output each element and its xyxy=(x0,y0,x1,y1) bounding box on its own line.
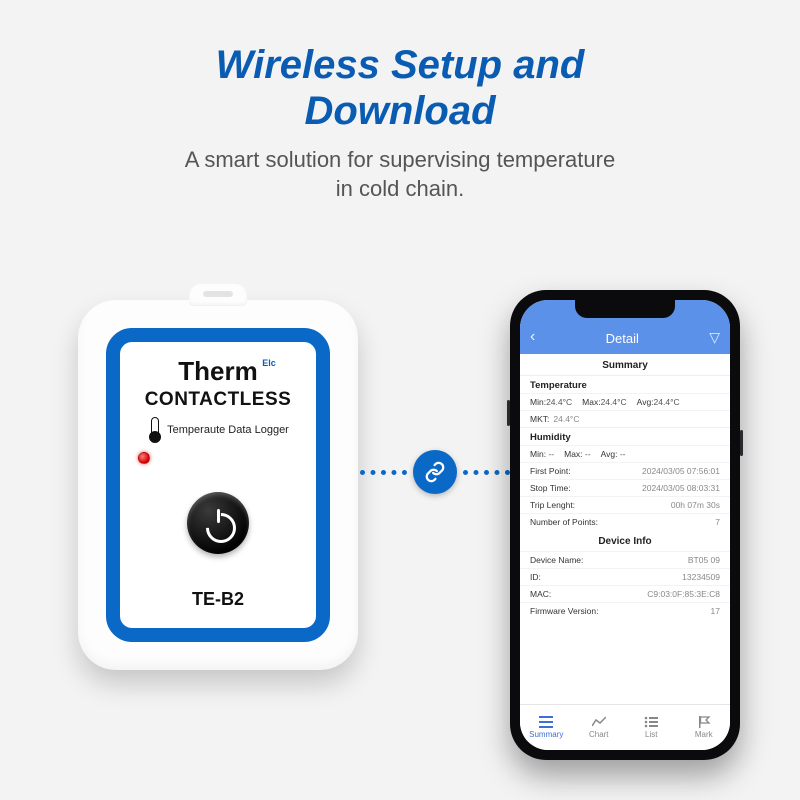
nav-chart[interactable]: Chart xyxy=(573,705,626,750)
phone-notch xyxy=(575,300,675,318)
filter-icon[interactable]: ▽ xyxy=(709,329,720,346)
summary-icon xyxy=(538,716,554,728)
nav-mark-label: Mark xyxy=(695,730,713,739)
temp-min-k: Min: xyxy=(530,397,546,407)
device-panel: Therm Elc CONTACTLESS Temperaute Data Lo… xyxy=(106,328,330,642)
device-hanger xyxy=(189,284,247,306)
trip-length-row: Trip Lenght: 00h 07m 30s xyxy=(520,496,730,513)
subhead-temperature: Temperature xyxy=(520,375,730,393)
device-id-v: 13234509 xyxy=(682,572,720,582)
temp-avg-v: 24.4°C xyxy=(654,397,680,407)
device-logger-label: Temperaute Data Logger xyxy=(167,424,289,436)
list-icon xyxy=(643,716,659,728)
connection-dots-left xyxy=(360,470,407,475)
stop-time-v: 2024/03/05 08:03:31 xyxy=(642,483,720,493)
device-contactless-label: CONTACTLESS xyxy=(120,389,316,411)
nav-list[interactable]: List xyxy=(625,705,678,750)
device-id-row: ID: 13234509 xyxy=(520,568,730,585)
connection-dots-right xyxy=(463,470,510,475)
device-led-row xyxy=(138,452,150,464)
num-points-v: 7 xyxy=(715,517,720,527)
device-fw-row: Firmware Version: 17 xyxy=(520,602,730,619)
stop-time-row: Stop Time: 2024/03/05 08:03:31 xyxy=(520,479,730,496)
back-icon[interactable]: ‹ xyxy=(530,328,535,346)
hum-max-v: -- xyxy=(585,449,591,459)
device-mac-row: MAC: C9:03:0F:85:3E:C8 xyxy=(520,585,730,602)
wireless-connection xyxy=(360,450,510,494)
subhead-humidity: Humidity xyxy=(520,427,730,445)
nav-summary-label: Summary xyxy=(529,730,563,739)
hum-max-k: Max: xyxy=(564,449,582,459)
header-title: Detail xyxy=(606,331,639,346)
title-line1: Wireless Setup and xyxy=(216,43,585,87)
first-point-row: First Point: 2024/03/05 07:56:01 xyxy=(520,462,730,479)
nav-list-label: List xyxy=(645,730,657,739)
temp-max-v: 24.4°C xyxy=(601,397,627,407)
first-point-k: First Point: xyxy=(530,466,571,476)
first-point-v: 2024/03/05 07:56:01 xyxy=(642,466,720,476)
temp-mkt-k: MKT: xyxy=(530,414,549,424)
device-fw-k: Firmware Version: xyxy=(530,606,599,616)
num-points-row: Number of Points: 7 xyxy=(520,513,730,530)
hum-min-k: Min: xyxy=(530,449,546,459)
device-name-v: BT05 09 xyxy=(688,555,720,565)
link-icon xyxy=(413,450,457,494)
device-mac-k: MAC: xyxy=(530,589,551,599)
temp-max-k: Max: xyxy=(582,397,600,407)
device-name-row: Device Name: BT05 09 xyxy=(520,551,730,568)
stop-time-k: Stop Time: xyxy=(530,483,571,493)
hum-avg-v: -- xyxy=(620,449,626,459)
hum-minmaxavg-row: Min: -- Max: -- Avg: -- xyxy=(520,445,730,462)
data-logger-device: Therm Elc CONTACTLESS Temperaute Data Lo… xyxy=(78,300,358,670)
subtitle-line1: A smart solution for supervising tempera… xyxy=(185,147,615,172)
thermometer-icon xyxy=(147,417,161,443)
device-brand: Therm Elc xyxy=(178,356,257,387)
num-points-k: Number of Points: xyxy=(530,517,598,527)
nav-summary[interactable]: Summary xyxy=(520,705,573,750)
status-led-icon xyxy=(138,452,150,464)
bottom-nav: Summary Chart List xyxy=(520,704,730,750)
hum-min-v: -- xyxy=(548,449,554,459)
page-subtitle: A smart solution for supervising tempera… xyxy=(0,146,800,203)
device-mac-v: C9:03:0F:85:3E:C8 xyxy=(647,589,720,599)
temp-mkt-v: 24.4°C xyxy=(553,414,579,424)
temp-avg-k: Avg: xyxy=(637,397,654,407)
device-fw-v: 17 xyxy=(711,606,720,616)
device-logger-row: Temperaute Data Logger xyxy=(120,417,316,443)
nav-chart-label: Chart xyxy=(589,730,609,739)
device-id-k: ID: xyxy=(530,572,541,582)
power-icon xyxy=(204,509,232,537)
section-device-info: Device Info xyxy=(520,530,730,551)
section-summary: Summary xyxy=(520,354,730,375)
page-title: Wireless Setup and Download xyxy=(0,42,800,134)
temp-min-v: 24.4°C xyxy=(546,397,572,407)
brand-text: Therm xyxy=(178,356,257,386)
power-button[interactable] xyxy=(187,492,249,554)
phone-screen: ‹ Detail ▽ Summary Temperature Min:24.4°… xyxy=(520,300,730,750)
mark-icon xyxy=(696,716,712,728)
trip-len-k: Trip Lenght: xyxy=(530,500,575,510)
smartphone: ‹ Detail ▽ Summary Temperature Min:24.4°… xyxy=(510,290,740,760)
temp-mkt-row: MKT: 24.4°C xyxy=(520,410,730,427)
brand-sup: Elc xyxy=(262,358,276,368)
device-name-k: Device Name: xyxy=(530,555,583,565)
trip-len-v: 00h 07m 30s xyxy=(671,500,720,510)
title-line2: Download xyxy=(304,89,495,133)
temp-minmaxavg-row: Min:24.4°C Max:24.4°C Avg:24.4°C xyxy=(520,393,730,410)
device-model: TE-B2 xyxy=(120,589,316,610)
hum-avg-k: Avg: xyxy=(601,449,618,459)
chart-icon xyxy=(591,716,607,728)
subtitle-line2: in cold chain. xyxy=(336,176,464,201)
nav-mark[interactable]: Mark xyxy=(678,705,731,750)
